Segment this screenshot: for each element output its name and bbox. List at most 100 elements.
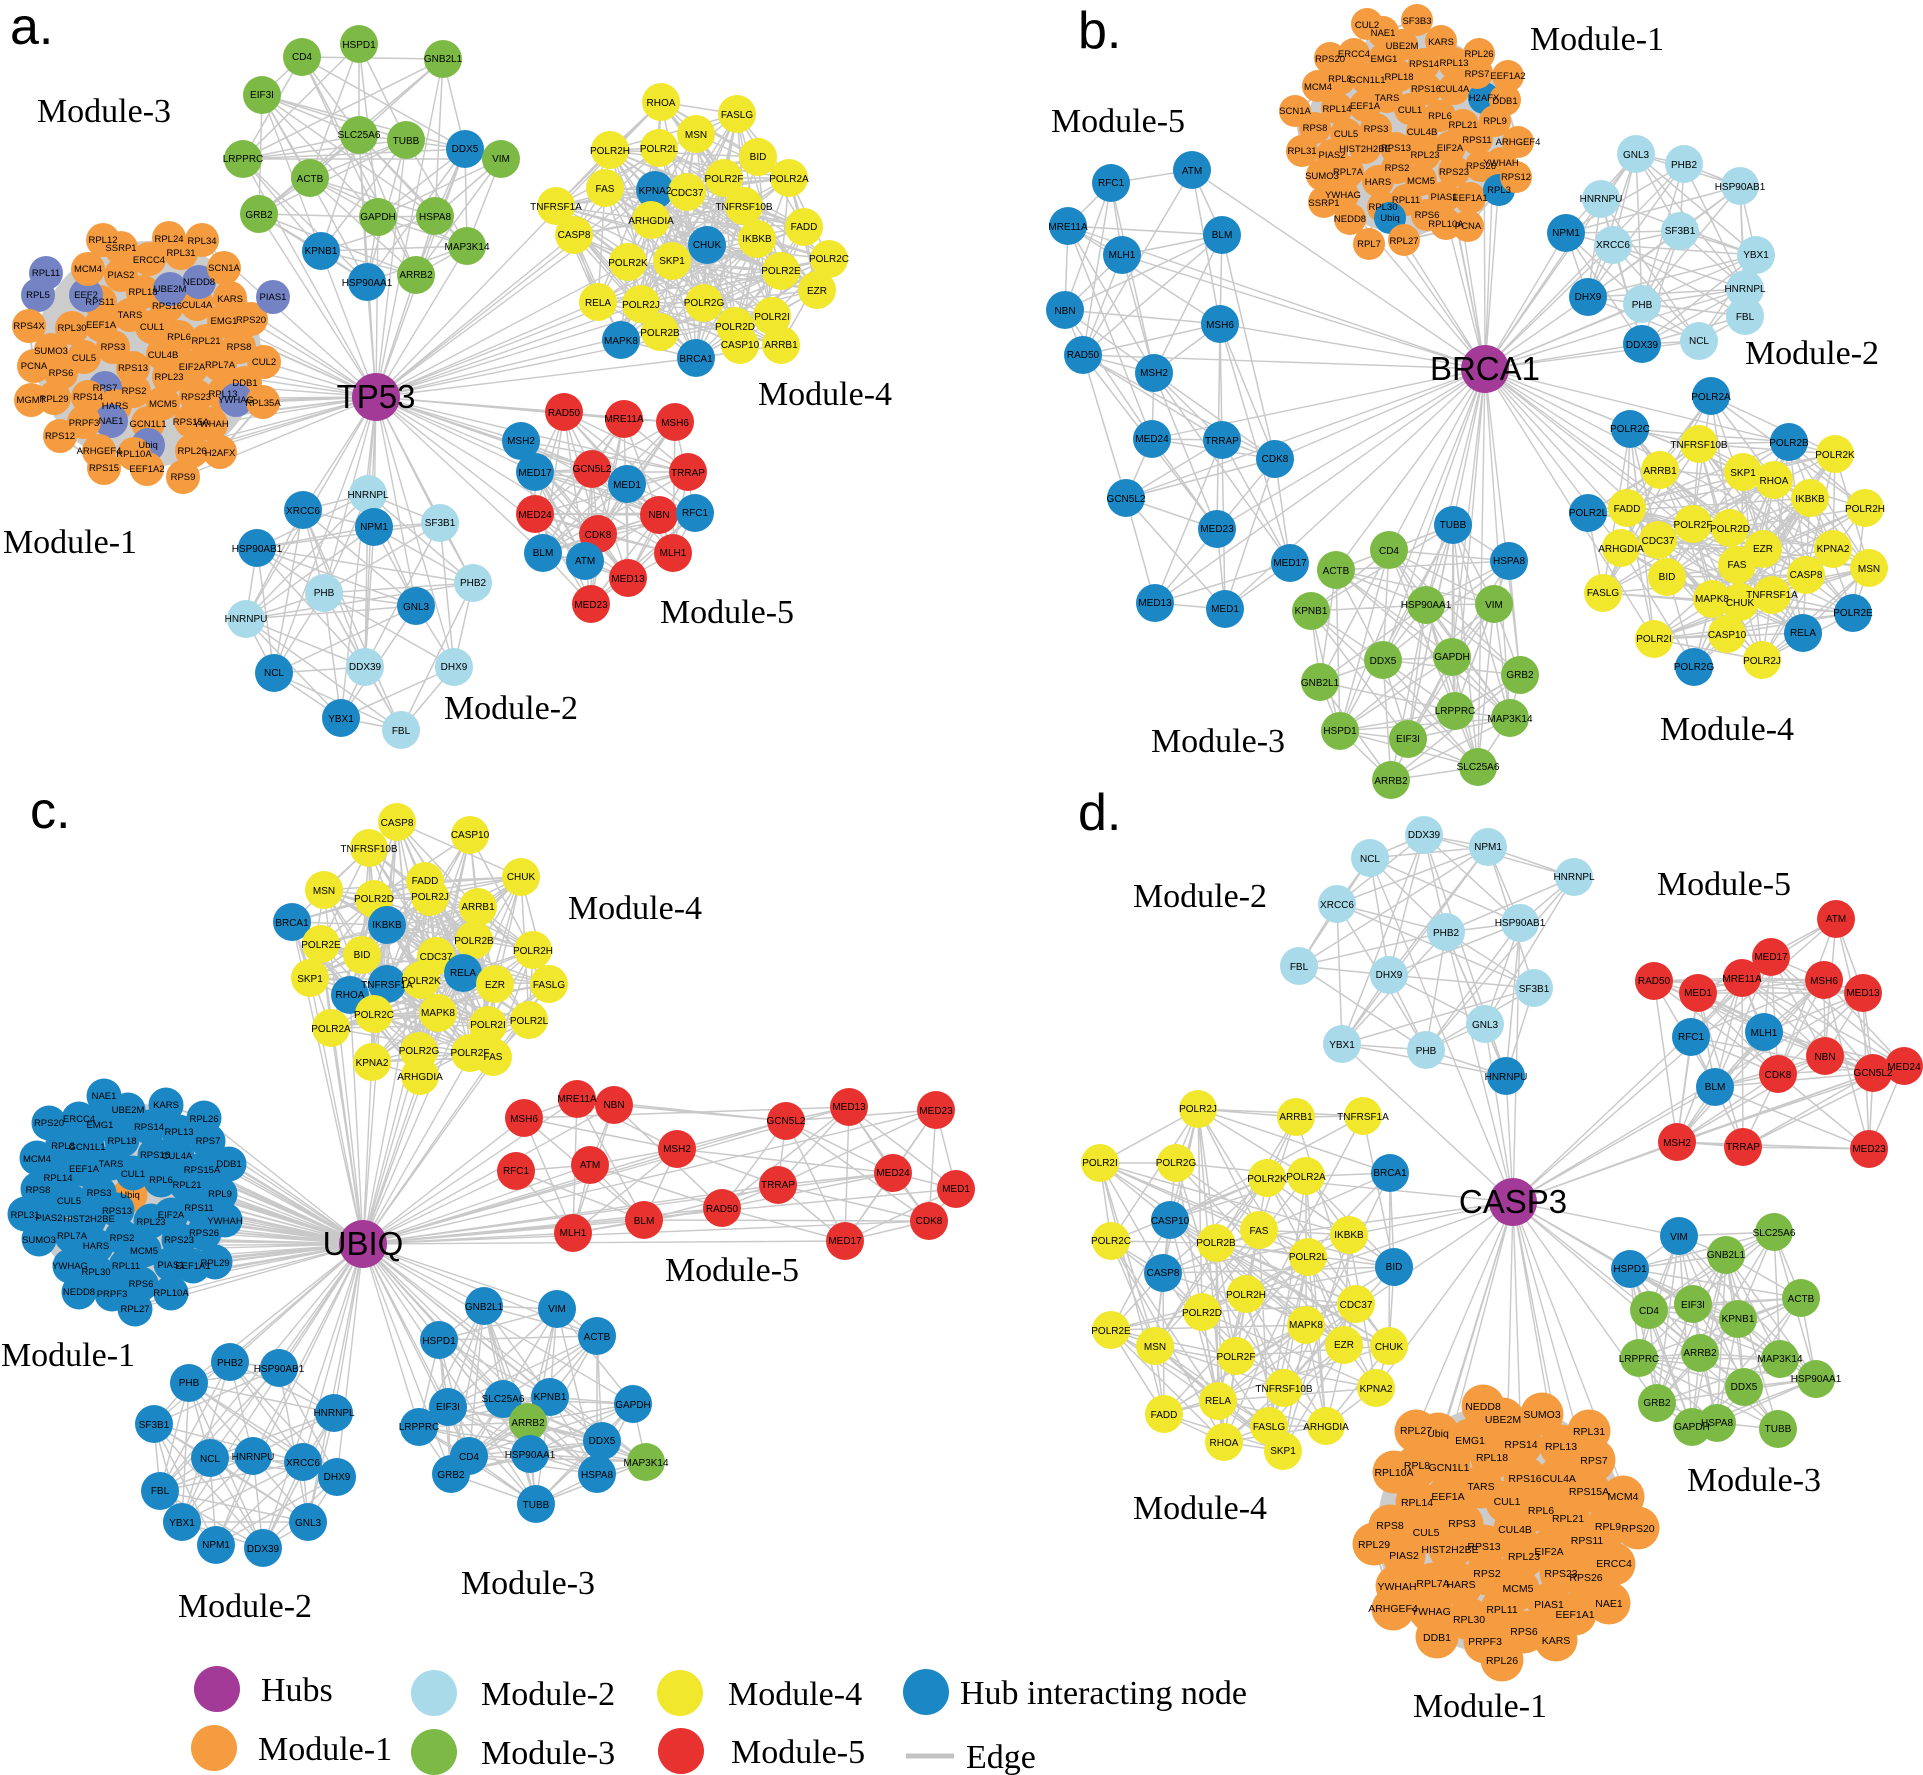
- svg-text:NAE1: NAE1: [92, 1091, 117, 1102]
- svg-text:HIST2H2BE: HIST2H2BE: [1421, 1544, 1478, 1556]
- svg-text:EEF1A2: EEF1A2: [129, 464, 164, 475]
- svg-text:BRCA1: BRCA1: [1373, 1168, 1407, 1179]
- svg-text:CUL4A: CUL4A: [1439, 84, 1470, 95]
- svg-text:YWHAH: YWHAH: [207, 1216, 243, 1227]
- svg-text:GCN5L2: GCN5L2: [573, 464, 612, 475]
- svg-text:PHB2: PHB2: [1671, 160, 1698, 171]
- svg-text:MSH6: MSH6: [1810, 976, 1838, 987]
- svg-text:CDK8: CDK8: [1262, 454, 1289, 465]
- svg-text:RPL13: RPL13: [164, 1127, 193, 1138]
- svg-text:EEF1A: EEF1A: [1350, 101, 1381, 112]
- svg-text:POLR2E: POLR2E: [1833, 608, 1873, 619]
- svg-text:EIF3I: EIF3I: [250, 90, 274, 101]
- svg-text:POLR2G: POLR2G: [684, 298, 725, 309]
- svg-text:RPS6: RPS6: [1415, 210, 1440, 221]
- svg-text:KPNA2: KPNA2: [356, 1058, 389, 1069]
- svg-text:RPL3: RPL3: [1487, 185, 1511, 196]
- svg-text:NEDD8: NEDD8: [63, 1287, 95, 1298]
- svg-text:YWHAH: YWHAH: [193, 419, 229, 430]
- svg-text:MSH2: MSH2: [507, 436, 535, 447]
- svg-text:MRE11A: MRE11A: [1048, 222, 1088, 233]
- svg-text:POLR2F: POLR2F: [705, 174, 744, 185]
- svg-text:RPL30: RPL30: [81, 1267, 110, 1278]
- svg-text:RAD50: RAD50: [548, 408, 581, 419]
- svg-text:CUL4B: CUL4B: [1498, 1524, 1532, 1536]
- svg-text:GAPDH: GAPDH: [360, 212, 396, 223]
- svg-text:PRPF3: PRPF3: [1468, 1636, 1502, 1648]
- svg-text:MED24: MED24: [1135, 434, 1169, 445]
- svg-text:POLR2C: POLR2C: [1091, 1236, 1131, 1247]
- svg-text:RPS11: RPS11: [1462, 135, 1491, 146]
- svg-text:Module-3: Module-3: [37, 93, 171, 130]
- svg-text:NAE1: NAE1: [1595, 1598, 1623, 1610]
- svg-text:GCN1L1: GCN1L1: [130, 419, 167, 430]
- svg-text:EZR: EZR: [1753, 544, 1773, 555]
- svg-text:SF3B1: SF3B1: [425, 518, 456, 529]
- svg-text:RPL23: RPL23: [154, 372, 183, 383]
- svg-text:POLR2K: POLR2K: [1815, 450, 1855, 461]
- svg-text:SUMO3: SUMO3: [34, 346, 68, 357]
- svg-text:NCL: NCL: [1360, 854, 1380, 865]
- svg-text:CUL4B: CUL4B: [1407, 127, 1438, 138]
- svg-text:EIF2A: EIF2A: [158, 1210, 185, 1221]
- svg-text:DHX9: DHX9: [441, 662, 468, 673]
- svg-text:TNFRSF1A: TNFRSF1A: [361, 980, 413, 991]
- svg-text:TNFRSF10B: TNFRSF10B: [1670, 440, 1728, 451]
- svg-text:ARHGDIA: ARHGDIA: [1303, 1422, 1349, 1433]
- svg-text:CASP10: CASP10: [1151, 1216, 1190, 1227]
- svg-text:Module-4: Module-4: [758, 376, 892, 413]
- svg-text:XRCC6: XRCC6: [286, 506, 320, 517]
- svg-text:RPS15A: RPS15A: [1569, 1486, 1609, 1498]
- svg-text:CDK8: CDK8: [1765, 1070, 1792, 1081]
- svg-text:DDB1: DDB1: [1492, 96, 1517, 107]
- svg-text:Module-2: Module-2: [1133, 878, 1267, 915]
- svg-text:TNFRSF10B: TNFRSF10B: [1255, 1384, 1313, 1395]
- svg-text:POLR2L: POLR2L: [510, 1016, 549, 1027]
- svg-text:POLR2B: POLR2B: [1769, 438, 1809, 449]
- svg-text:IKBKB: IKBKB: [1334, 1230, 1364, 1241]
- svg-text:POLR2J: POLR2J: [411, 892, 449, 903]
- svg-text:HNRNPL: HNRNPL: [1724, 284, 1766, 295]
- svg-text:HSPD1: HSPD1: [1613, 1264, 1647, 1275]
- svg-text:EIF2A: EIF2A: [1534, 1546, 1563, 1558]
- svg-text:MSN: MSN: [313, 886, 335, 897]
- svg-text:KARS: KARS: [217, 294, 243, 305]
- svg-text:PIAS1: PIAS1: [260, 292, 287, 303]
- svg-text:Module-4: Module-4: [728, 1676, 862, 1713]
- svg-text:SUMO3: SUMO3: [22, 1235, 56, 1246]
- svg-text:PHB: PHB: [1416, 1046, 1437, 1057]
- svg-text:HSPA8: HSPA8: [1701, 1418, 1733, 1429]
- svg-text:RPS3: RPS3: [101, 342, 126, 353]
- svg-text:RPS2: RPS2: [122, 386, 147, 397]
- svg-text:MSN: MSN: [1144, 1342, 1166, 1353]
- svg-text:FBL: FBL: [392, 726, 411, 737]
- svg-text:PRPF3: PRPF3: [69, 418, 100, 429]
- svg-text:POLR2H: POLR2H: [590, 146, 630, 157]
- svg-text:POLR2I: POLR2I: [1082, 1158, 1118, 1169]
- svg-text:ACTB: ACTB: [1323, 566, 1350, 577]
- svg-text:DDB1: DDB1: [232, 378, 257, 389]
- svg-text:EIF3I: EIF3I: [1396, 734, 1420, 745]
- svg-text:NEDD8: NEDD8: [1465, 1401, 1501, 1413]
- svg-text:FAS: FAS: [1250, 1226, 1269, 1237]
- svg-text:EZR: EZR: [1334, 1340, 1354, 1351]
- svg-text:RPL6: RPL6: [1528, 1505, 1554, 1517]
- svg-text:CUL1: CUL1: [1494, 1496, 1521, 1508]
- svg-text:CUL5: CUL5: [1413, 1527, 1440, 1539]
- svg-text:POLR2F: POLR2F: [451, 1048, 490, 1059]
- svg-text:POLR2E: POLR2E: [761, 266, 801, 277]
- svg-text:EEF1A: EEF1A: [69, 1164, 100, 1175]
- svg-text:RPL14: RPL14: [1322, 104, 1351, 115]
- svg-text:FASLG: FASLG: [1253, 1422, 1285, 1433]
- svg-text:TUBB: TUBB: [1765, 1424, 1792, 1435]
- svg-text:RPS4X: RPS4X: [13, 321, 45, 332]
- svg-text:HNRNPU: HNRNPU: [1485, 1072, 1528, 1083]
- svg-text:RPL27: RPL27: [1400, 1425, 1432, 1437]
- svg-text:PIAS1: PIAS1: [158, 1260, 185, 1271]
- svg-text:POLR2F: POLR2F: [1217, 1352, 1256, 1363]
- svg-text:RPL11: RPL11: [32, 268, 60, 279]
- svg-text:EEF1A1: EEF1A1: [1555, 1609, 1594, 1621]
- svg-text:XRCC6: XRCC6: [1320, 900, 1354, 911]
- svg-text:PIAS2: PIAS2: [108, 270, 135, 281]
- svg-text:RPL24: RPL24: [154, 234, 183, 245]
